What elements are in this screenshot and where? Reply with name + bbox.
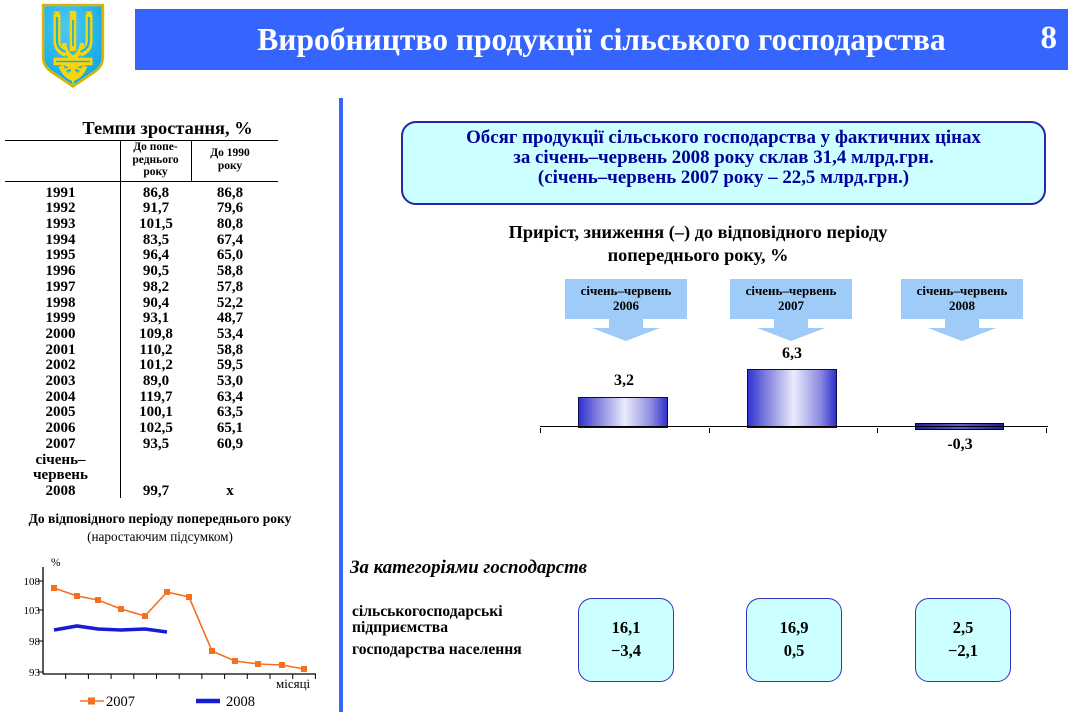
svg-text:2008: 2008	[226, 694, 255, 710]
svg-text:%: %	[51, 557, 61, 569]
svg-text:108: 108	[24, 576, 41, 588]
svg-text:місяці: місяці	[276, 676, 311, 691]
svg-text:98: 98	[29, 636, 41, 648]
svg-text:93: 93	[29, 667, 41, 679]
svg-text:2007: 2007	[106, 694, 135, 710]
svg-text:103: 103	[24, 605, 41, 617]
